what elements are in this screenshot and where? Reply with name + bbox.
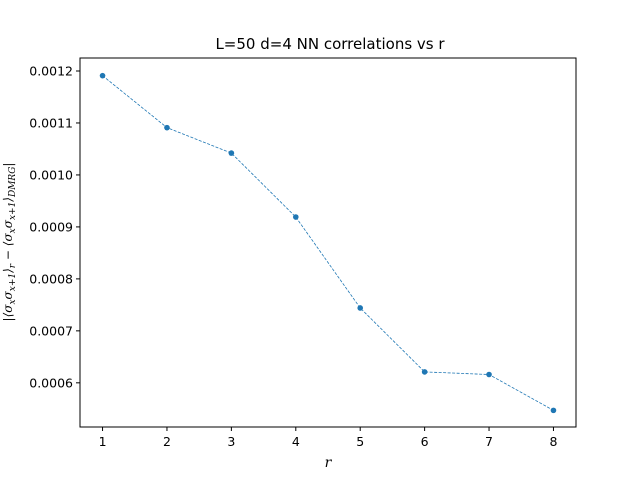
plot-area <box>79 57 577 428</box>
series-plot <box>99 72 557 414</box>
series-line <box>102 75 554 411</box>
data-point <box>292 214 299 220</box>
x-tick-label: 1 <box>99 434 107 449</box>
data-point <box>99 72 106 79</box>
y-tick-label: 0.0012 <box>29 63 73 78</box>
chart-title: L=50 d=4 NN correlations vs r <box>215 35 445 53</box>
y-axis-label: |⟨σxσx+1⟩r − ⟨σxσx+1⟩DMRG| <box>1 163 18 322</box>
data-point <box>486 371 492 378</box>
x-tick-label: 5 <box>356 434 364 449</box>
x-axis-label: r <box>325 455 333 471</box>
y-tick-label: 0.0006 <box>29 375 73 390</box>
y-tick-label: 0.0010 <box>29 167 73 182</box>
x-tick-label: 3 <box>227 434 235 449</box>
x-tick-label: 6 <box>421 434 429 449</box>
data-point <box>550 407 557 414</box>
x-tick-label: 4 <box>292 434 300 449</box>
x-tick-label: 8 <box>549 434 557 449</box>
x-tick-label: 7 <box>485 434 493 449</box>
y-tick-label: 0.0008 <box>29 271 73 286</box>
x-axis: 1 2 3 4 5 6 7 8 <box>99 427 557 449</box>
y-tick-label: 0.0007 <box>29 323 73 338</box>
data-point <box>228 150 235 156</box>
y-axis: 0.0006 0.0007 0.0008 0.0009 0.0010 0.0011 0.00… <box>29 63 80 390</box>
y-tick-label: 0.0009 <box>29 219 73 234</box>
data-point <box>357 305 364 311</box>
y-tick-label: 0.0011 <box>29 115 73 130</box>
x-tick-label: 2 <box>163 434 171 449</box>
data-point <box>164 124 170 131</box>
data-point <box>421 369 428 375</box>
